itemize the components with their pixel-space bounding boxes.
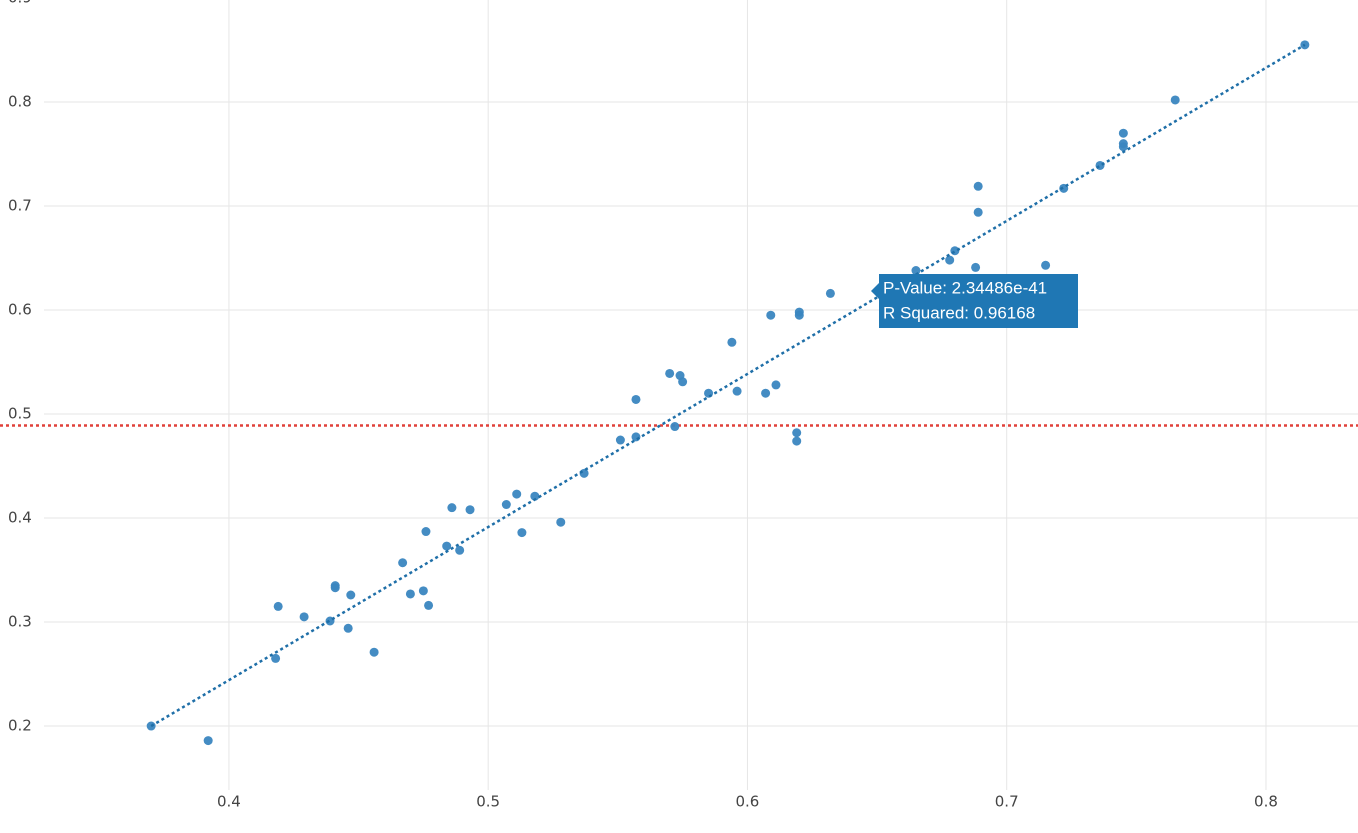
x-tick-label: 0.6: [736, 793, 760, 811]
data-point: [631, 432, 641, 442]
data-point: [517, 528, 527, 538]
data-point: [447, 503, 457, 513]
data-point: [299, 612, 309, 622]
data-point: [424, 600, 434, 610]
data-point: [203, 736, 213, 746]
data-point: [1118, 139, 1128, 149]
x-tick-label: 0.4: [217, 793, 241, 811]
data-point: [398, 558, 408, 568]
x-tick-label: 0.5: [476, 793, 500, 811]
data-point: [732, 386, 742, 396]
data-point: [727, 337, 737, 347]
data-point: [455, 545, 465, 555]
data-point: [512, 489, 522, 499]
data-point: [678, 377, 688, 387]
data-point: [556, 517, 566, 527]
data-point: [421, 527, 431, 537]
data-point: [273, 601, 283, 611]
annotation-text: P-Value: 2.34486e-41: [883, 278, 1047, 297]
annotation-box: [871, 274, 1078, 328]
data-point: [330, 583, 340, 593]
data-point: [945, 255, 955, 265]
data-point: [271, 653, 281, 663]
annotation: P-Value: 2.34486e-41 R Squared: 0.96168: [871, 274, 1078, 328]
y-tick-label: 0.9: [8, 0, 32, 7]
data-point: [346, 590, 356, 600]
data-point: [971, 262, 981, 272]
data-point: [442, 541, 452, 551]
data-point: [1170, 95, 1180, 105]
y-tick-label: 0.6: [8, 301, 32, 319]
data-point: [825, 288, 835, 298]
y-tick-label: 0.3: [8, 613, 32, 631]
data-point: [1095, 160, 1105, 170]
data-point: [465, 505, 475, 515]
trendline: [150, 43, 1306, 728]
data-point: [418, 586, 428, 596]
data-point: [343, 623, 353, 633]
data-point: [530, 491, 540, 501]
data-point: [615, 435, 625, 445]
data-point: [665, 368, 675, 378]
data-point: [631, 394, 641, 404]
data-point: [973, 207, 983, 217]
data-point: [670, 422, 680, 432]
data-point: [792, 428, 802, 438]
data-point: [405, 589, 415, 599]
y-tick-label: 0.2: [8, 717, 32, 735]
data-point: [794, 310, 804, 320]
data-point: [1041, 260, 1051, 270]
y-tick-label: 0.7: [8, 197, 32, 215]
data-point: [771, 380, 781, 390]
x-tick-label: 0.7: [995, 793, 1019, 811]
y-tick-label: 0.8: [8, 93, 32, 111]
annotation-text: R Squared: 0.96168: [883, 303, 1035, 322]
data-point: [761, 388, 771, 398]
y-tick-label: 0.5: [8, 405, 32, 423]
data-point: [973, 181, 983, 191]
data-point: [766, 310, 776, 320]
y-tick-label: 0.4: [8, 509, 32, 527]
data-point: [501, 500, 511, 510]
data-point: [1118, 128, 1128, 138]
data-point: [369, 647, 379, 657]
data-point: [792, 436, 802, 446]
x-tick-label: 0.8: [1254, 793, 1278, 811]
